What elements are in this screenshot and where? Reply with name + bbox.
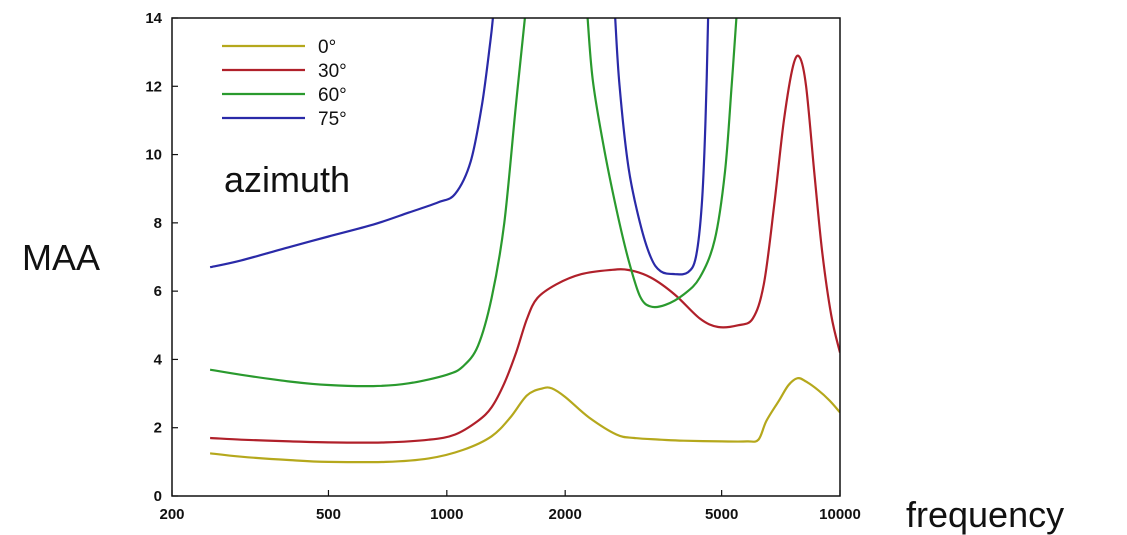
series-line (210, 54, 840, 444)
plot-frame (171, 17, 841, 497)
legend: 0° 30° 60° 75° (222, 37, 347, 130)
x-tick-label: 2000 (548, 506, 581, 523)
y-tick-label: 0 (154, 488, 162, 505)
x-tick-label: 5000 (705, 506, 738, 523)
y-tick-label: 2 (154, 420, 162, 437)
legend-label: 30° (318, 61, 347, 82)
series-line (586, 18, 738, 309)
x-tick-label: 500 (316, 506, 341, 523)
x-axis-label: frequency (906, 494, 1064, 535)
y-tick-label: 4 (154, 351, 163, 368)
x-tick-label: 200 (159, 506, 184, 523)
plot-lines (209, 18, 840, 464)
y-axis-label: MAA (22, 237, 100, 278)
y-axis: 0 2 4 6 8 10 12 14 (145, 10, 178, 505)
y-tick-label: 10 (145, 147, 162, 164)
y-tick-label: 8 (154, 215, 162, 232)
series-line (209, 18, 526, 388)
x-axis: 200 500 1000 2000 5000 10000 (159, 490, 861, 523)
legend-label: 60° (318, 85, 347, 106)
y-tick-label: 12 (145, 78, 162, 95)
x-tick-label: 10000 (819, 506, 861, 523)
y-tick-label: 6 (154, 283, 162, 300)
x-tick-label: 1000 (430, 506, 463, 523)
series-line (614, 18, 710, 276)
series-line (209, 376, 840, 464)
legend-label: 75° (318, 109, 347, 130)
legend-title: azimuth (224, 159, 350, 200)
series-line (209, 18, 494, 269)
legend-label: 0° (318, 37, 336, 58)
y-tick-label: 14 (145, 10, 162, 27)
